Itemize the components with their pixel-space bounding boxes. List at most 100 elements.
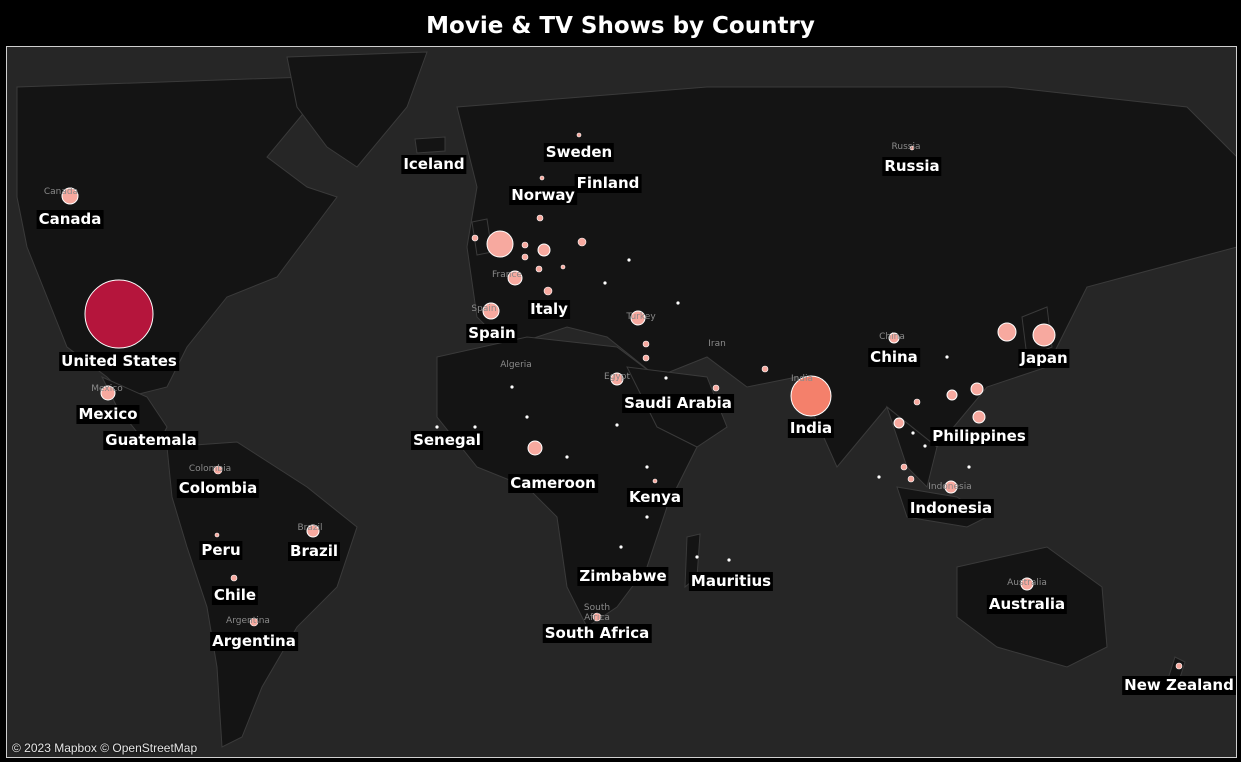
country-marker-indonesia[interactable]: [944, 480, 958, 494]
country-marker-australia[interactable]: [1020, 577, 1034, 591]
country-label-mauritius[interactable]: Mauritius: [688, 572, 774, 591]
country-dot-4[interactable]: [676, 301, 680, 305]
country-marker-colombia[interactable]: [213, 465, 223, 475]
country-label-guatemala[interactable]: Guatemala: [103, 431, 199, 450]
country-marker-peru[interactable]: [214, 532, 220, 538]
country-label-peru[interactable]: Peru: [199, 541, 243, 560]
country-marker-germany[interactable]: [537, 243, 551, 257]
country-marker-new-zealand[interactable]: [1175, 662, 1183, 670]
country-marker-norway[interactable]: [539, 175, 545, 181]
country-marker-netherlands[interactable]: [521, 253, 529, 261]
country-label-saudi-arabia[interactable]: Saudi Arabia: [622, 394, 734, 413]
country-dot-18[interactable]: [945, 355, 949, 359]
country-label-zimbabwe[interactable]: Zimbabwe: [577, 567, 669, 586]
country-dot-2[interactable]: [603, 281, 607, 285]
country-marker-united-states[interactable]: [84, 279, 154, 349]
country-label-iceland[interactable]: Iceland: [401, 155, 467, 174]
country-label-japan[interactable]: Japan: [1018, 349, 1070, 368]
country-label-australia[interactable]: Australia: [986, 595, 1068, 614]
country-label-cameroon[interactable]: Cameroon: [508, 474, 598, 493]
country-label-south-africa[interactable]: South Africa: [542, 624, 652, 643]
country-marker-japan[interactable]: [1032, 323, 1056, 347]
country-marker-pakistan[interactable]: [761, 365, 769, 373]
country-marker-belgium[interactable]: [521, 241, 529, 249]
country-dot-3[interactable]: [627, 258, 631, 262]
country-dot-13[interactable]: [619, 545, 623, 549]
country-marker-spain[interactable]: [482, 302, 500, 320]
country-label-norway[interactable]: Norway: [509, 186, 577, 205]
country-label-philippines[interactable]: Philippines: [930, 427, 1028, 446]
country-marker-chile[interactable]: [230, 574, 238, 582]
country-marker-italy[interactable]: [543, 286, 553, 296]
country-marker-thailand[interactable]: [893, 417, 905, 429]
country-label-finland[interactable]: Finland: [574, 174, 642, 193]
country-marker-turkey[interactable]: [630, 310, 646, 326]
country-marker-hong-kong[interactable]: [946, 389, 958, 401]
country-marker-canada[interactable]: [61, 187, 79, 205]
country-label-colombia[interactable]: Colombia: [176, 479, 260, 498]
country-label-india[interactable]: India: [787, 419, 835, 438]
country-label-chile[interactable]: Chile: [211, 586, 259, 605]
country-marker-india[interactable]: [790, 375, 832, 417]
country-label-kenya[interactable]: Kenya: [626, 488, 684, 507]
country-label-indonesia[interactable]: Indonesia: [907, 499, 995, 518]
country-marker-taiwan[interactable]: [970, 382, 984, 396]
country-marker-south-africa[interactable]: [592, 612, 602, 622]
country-label-sweden[interactable]: Sweden: [543, 143, 615, 162]
country-marker-argentina[interactable]: [249, 617, 259, 627]
country-marker-sweden[interactable]: [576, 132, 582, 138]
country-marker-france[interactable]: [507, 270, 523, 286]
country-marker-ireland[interactable]: [471, 234, 479, 242]
map-attribution[interactable]: © 2023 Mapbox © OpenStreetMap: [12, 741, 198, 755]
country-dot-5[interactable]: [664, 376, 668, 380]
country-dot-14[interactable]: [645, 515, 649, 519]
country-dot-1[interactable]: [473, 425, 477, 429]
basemap-label-france: France: [492, 270, 522, 280]
country-dot-6[interactable]: [615, 423, 619, 427]
country-label-senegal[interactable]: Senegal: [411, 431, 483, 450]
country-marker-denmark[interactable]: [536, 214, 544, 222]
country-marker-lebanon[interactable]: [642, 340, 650, 348]
country-dot-10[interactable]: [525, 415, 529, 419]
country-dot-17[interactable]: [911, 431, 915, 435]
country-marker-switzerland[interactable]: [535, 265, 543, 273]
country-dot-7[interactable]: [727, 558, 731, 562]
country-dot-0[interactable]: [435, 425, 439, 429]
country-marker-egypt[interactable]: [610, 372, 624, 386]
country-label-mexico[interactable]: Mexico: [76, 405, 140, 424]
country-dot-15[interactable]: [877, 475, 881, 479]
country-dot-19[interactable]: [967, 465, 971, 469]
country-label-china[interactable]: China: [868, 348, 920, 367]
country-marker-china[interactable]: [888, 332, 900, 344]
world-map[interactable]: Canada Mexico Colombia Brazil Argentina …: [6, 46, 1237, 758]
country-label-italy[interactable]: Italy: [528, 300, 570, 319]
country-marker-united-kingdom[interactable]: [486, 230, 514, 258]
country-label-canada[interactable]: Canada: [36, 210, 104, 229]
country-label-russia[interactable]: Russia: [882, 157, 942, 176]
country-marker-philippines[interactable]: [972, 410, 986, 424]
country-dot-16[interactable]: [923, 444, 927, 448]
country-marker-poland[interactable]: [577, 237, 587, 247]
country-label-argentina[interactable]: Argentina: [210, 632, 298, 651]
country-marker-brazil[interactable]: [306, 524, 320, 538]
country-marker-uae[interactable]: [712, 384, 720, 392]
country-dot-9[interactable]: [510, 385, 514, 389]
country-marker-vietnam[interactable]: [913, 398, 921, 406]
country-label-united-states[interactable]: United States: [59, 352, 179, 371]
country-label-brazil[interactable]: Brazil: [288, 542, 340, 561]
country-marker-kenya[interactable]: [652, 478, 658, 484]
country-marker-russia[interactable]: [909, 145, 915, 151]
country-marker-nigeria[interactable]: [527, 440, 543, 456]
country-dot-11[interactable]: [645, 465, 649, 469]
country-label-spain[interactable]: Spain: [466, 324, 518, 343]
country-dot-12[interactable]: [565, 455, 569, 459]
country-marker-south-korea[interactable]: [997, 322, 1017, 342]
country-marker-singapore[interactable]: [907, 475, 915, 483]
country-marker-israel[interactable]: [642, 354, 650, 362]
country-label-new-zealand[interactable]: New Zealand: [1122, 676, 1236, 695]
country-marker-mexico[interactable]: [100, 385, 116, 401]
southeast-asia-land: [885, 405, 988, 528]
country-marker-malaysia[interactable]: [900, 463, 908, 471]
country-marker-austria[interactable]: [560, 264, 566, 270]
country-dot-8[interactable]: [695, 555, 699, 559]
